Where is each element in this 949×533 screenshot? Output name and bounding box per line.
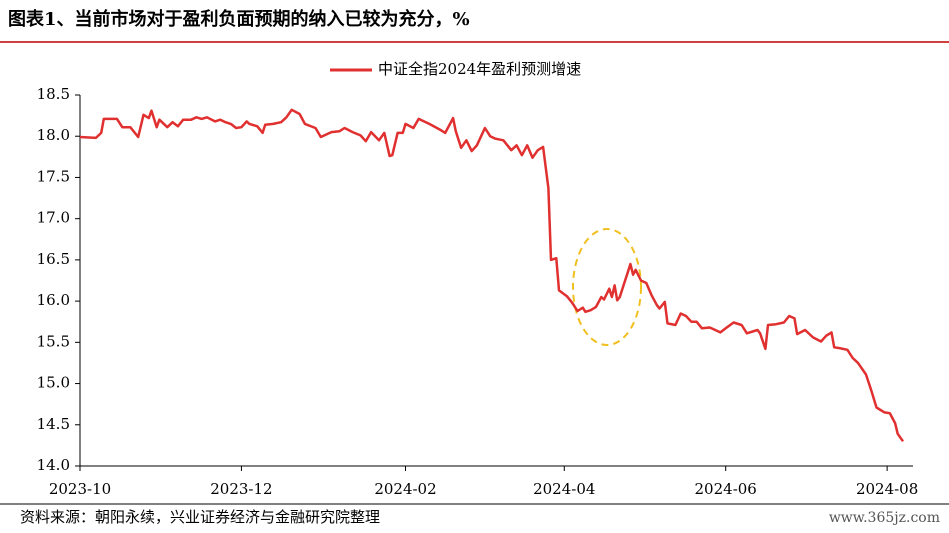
x-tick-label: 2024-06 [695, 480, 757, 498]
y-tick-label: 16.5 [37, 250, 70, 268]
x-tick-label: 2023-10 [49, 480, 111, 498]
x-tick-label: 2023-12 [210, 480, 272, 498]
y-tick-label: 17.0 [37, 209, 70, 227]
y-tick-label: 15.0 [37, 374, 70, 392]
y-tick-label: 17.5 [37, 167, 70, 185]
highlight-ellipse [572, 228, 642, 346]
y-tick-label: 15.5 [37, 332, 70, 350]
legend-label: 中证全指2024年盈利预测增速 [378, 60, 581, 78]
x-tick-label: 2024-08 [856, 480, 918, 498]
watermark: www.365jz.com [829, 510, 940, 526]
series-line [79, 108, 905, 443]
y-tick-label: 14.0 [37, 456, 70, 474]
y-tick-label: 18.5 [37, 85, 70, 103]
chart-title: 图表1、当前市场对于盈利负面预期的纳入已较为充分，% [8, 8, 470, 30]
y-tick-label: 14.5 [37, 415, 70, 433]
y-tick-label: 16.0 [37, 291, 70, 309]
source: 资料来源：朝阳永续，兴业证券经济与金融研究院整理 [20, 508, 380, 526]
x-tick-label: 2024-04 [533, 480, 595, 498]
y-tick-label: 18.0 [37, 126, 70, 144]
x-tick-label: 2024-02 [374, 480, 436, 498]
